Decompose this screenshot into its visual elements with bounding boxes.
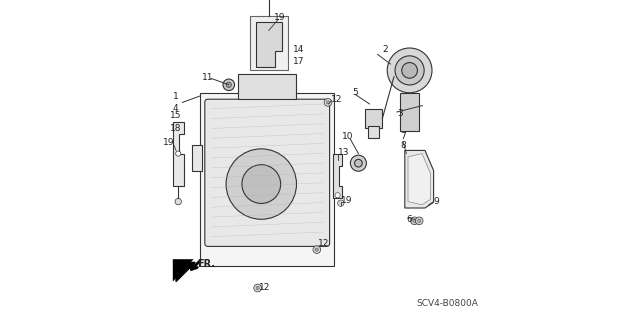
Text: 19: 19 xyxy=(274,13,285,22)
Circle shape xyxy=(418,219,421,222)
Circle shape xyxy=(411,217,419,225)
Circle shape xyxy=(402,63,417,78)
Text: 13: 13 xyxy=(338,148,349,156)
Circle shape xyxy=(338,200,344,206)
Bar xyxy=(365,109,383,128)
Circle shape xyxy=(223,79,235,91)
Text: 9: 9 xyxy=(434,197,439,206)
Polygon shape xyxy=(176,262,195,282)
Text: 18: 18 xyxy=(170,124,181,132)
Text: 12: 12 xyxy=(332,95,342,104)
Circle shape xyxy=(326,101,330,104)
Circle shape xyxy=(242,165,280,204)
Circle shape xyxy=(254,284,262,292)
Text: 10: 10 xyxy=(342,132,354,140)
Circle shape xyxy=(175,198,182,205)
Text: 2: 2 xyxy=(383,45,388,54)
Bar xyxy=(200,93,334,266)
Text: 6: 6 xyxy=(406,215,412,224)
Text: 14: 14 xyxy=(292,45,304,54)
Circle shape xyxy=(175,151,181,156)
Circle shape xyxy=(351,155,367,171)
Bar xyxy=(192,145,202,171)
Polygon shape xyxy=(173,259,193,282)
Text: 3: 3 xyxy=(397,109,403,118)
Text: 19: 19 xyxy=(163,138,175,147)
Polygon shape xyxy=(256,22,282,67)
Bar xyxy=(239,74,296,99)
Circle shape xyxy=(415,217,423,225)
Text: 11: 11 xyxy=(202,73,213,82)
Circle shape xyxy=(413,219,416,222)
Text: 8: 8 xyxy=(400,141,406,150)
Text: 1: 1 xyxy=(173,92,179,100)
Text: 12: 12 xyxy=(259,284,271,292)
Text: 5: 5 xyxy=(352,88,358,97)
Circle shape xyxy=(313,246,321,253)
Polygon shape xyxy=(405,150,434,208)
Circle shape xyxy=(227,82,232,87)
Circle shape xyxy=(395,56,424,85)
Circle shape xyxy=(315,248,319,251)
Polygon shape xyxy=(173,122,184,186)
Text: 12: 12 xyxy=(319,239,330,248)
Bar xyxy=(250,16,288,70)
Circle shape xyxy=(324,99,332,106)
Text: SCV4-B0800A: SCV4-B0800A xyxy=(416,300,478,308)
Circle shape xyxy=(335,193,340,198)
Bar xyxy=(368,126,379,138)
Circle shape xyxy=(256,286,259,290)
Circle shape xyxy=(387,48,432,93)
Text: 19: 19 xyxy=(340,196,352,204)
Bar xyxy=(400,93,419,131)
Circle shape xyxy=(226,149,296,219)
Circle shape xyxy=(355,159,362,167)
Polygon shape xyxy=(408,154,430,205)
Text: FR.: FR. xyxy=(197,259,215,269)
Text: 7: 7 xyxy=(400,132,406,140)
Text: 17: 17 xyxy=(292,57,304,66)
Text: 4: 4 xyxy=(173,104,179,113)
Text: 15: 15 xyxy=(170,111,181,120)
Polygon shape xyxy=(333,154,342,198)
FancyBboxPatch shape xyxy=(205,99,330,246)
